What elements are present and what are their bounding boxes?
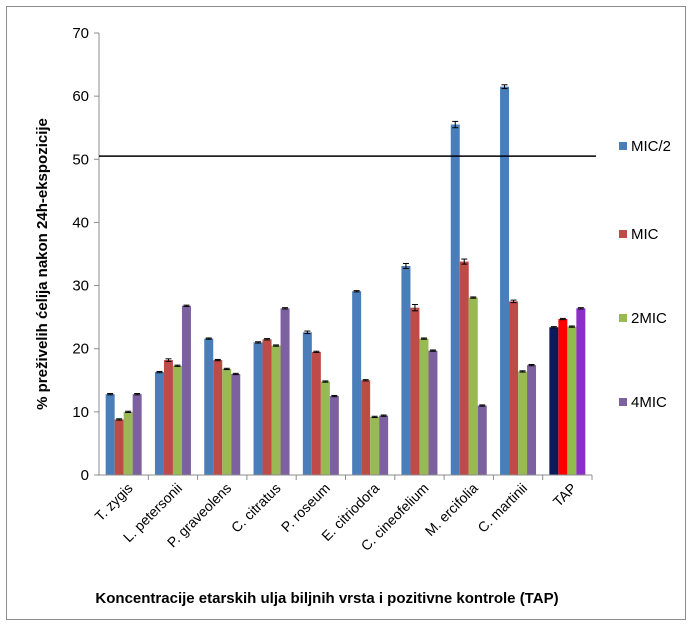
bars	[105, 84, 593, 480]
bar	[370, 416, 380, 475]
legend: MIC/2 MIC 2MIC 4MIC	[619, 138, 671, 411]
legend-swatch	[619, 230, 627, 238]
bar	[576, 308, 586, 475]
axes	[98, 33, 596, 476]
legend-label: MIC	[631, 226, 659, 243]
legend-label: 2MIC	[631, 310, 667, 327]
x-tick-label: T. zygis	[91, 480, 135, 524]
y-axis-title: % preživelih ćelija nakon 24h-ekspozicij…	[34, 118, 51, 410]
y-tick-label: 60	[72, 88, 89, 105]
bar	[361, 380, 371, 475]
bar	[114, 419, 124, 475]
bar	[280, 308, 290, 475]
bar	[123, 411, 133, 475]
y-tick-label: 50	[72, 151, 89, 168]
bar	[379, 415, 389, 475]
bar	[401, 265, 411, 475]
bar	[352, 291, 362, 475]
bar	[105, 394, 115, 475]
y-tick-label: 40	[72, 214, 89, 231]
y-tick-label: 30	[72, 278, 89, 295]
bar	[477, 405, 487, 475]
bar	[518, 371, 528, 475]
bar	[509, 301, 519, 475]
bar	[253, 342, 263, 475]
bar	[132, 394, 142, 475]
bar	[419, 338, 429, 475]
legend-label: MIC/2	[631, 138, 671, 155]
bar	[222, 368, 232, 475]
legend-label: 4MIC	[631, 394, 667, 411]
bar	[163, 360, 173, 475]
bar	[271, 345, 281, 475]
bar	[231, 373, 241, 475]
y-tick-label: 20	[72, 341, 89, 358]
bar	[527, 365, 537, 475]
bar	[311, 351, 321, 475]
bar	[320, 381, 330, 475]
legend-swatch	[619, 398, 627, 406]
x-tick-label: C. martinii	[474, 480, 530, 536]
bar	[204, 338, 214, 475]
bar	[154, 372, 164, 475]
x-tick-label: C. citratus	[228, 480, 284, 536]
bar	[567, 326, 577, 475]
chart-frame: 0 10 20 30 40 50 60 70 T. zygis L. petersonii P. …	[6, 6, 686, 620]
bar	[500, 86, 510, 476]
y-tick-label: 70	[72, 25, 89, 42]
y-ticks: 0 10 20 30 40 50 60 70	[72, 25, 99, 484]
x-axis-title: Koncentracije etarskih ulja biljnih vrst…	[95, 590, 558, 607]
bar	[459, 261, 469, 475]
bar	[450, 124, 460, 476]
bar	[428, 350, 438, 475]
y-tick-label: 10	[72, 404, 89, 421]
bar	[262, 339, 272, 475]
bar	[549, 327, 559, 475]
bar	[468, 297, 478, 475]
bar	[181, 305, 191, 475]
bar	[558, 319, 568, 475]
bar	[172, 365, 182, 475]
x-tick-label: M. ercifolia	[422, 480, 481, 539]
legend-swatch	[619, 142, 627, 150]
bar	[410, 307, 420, 475]
legend-swatch	[619, 314, 627, 322]
bar	[213, 360, 223, 475]
y-tick-label: 0	[81, 467, 89, 484]
x-tick-label: TAP	[550, 480, 580, 510]
bar	[329, 396, 339, 475]
bar	[302, 332, 312, 475]
